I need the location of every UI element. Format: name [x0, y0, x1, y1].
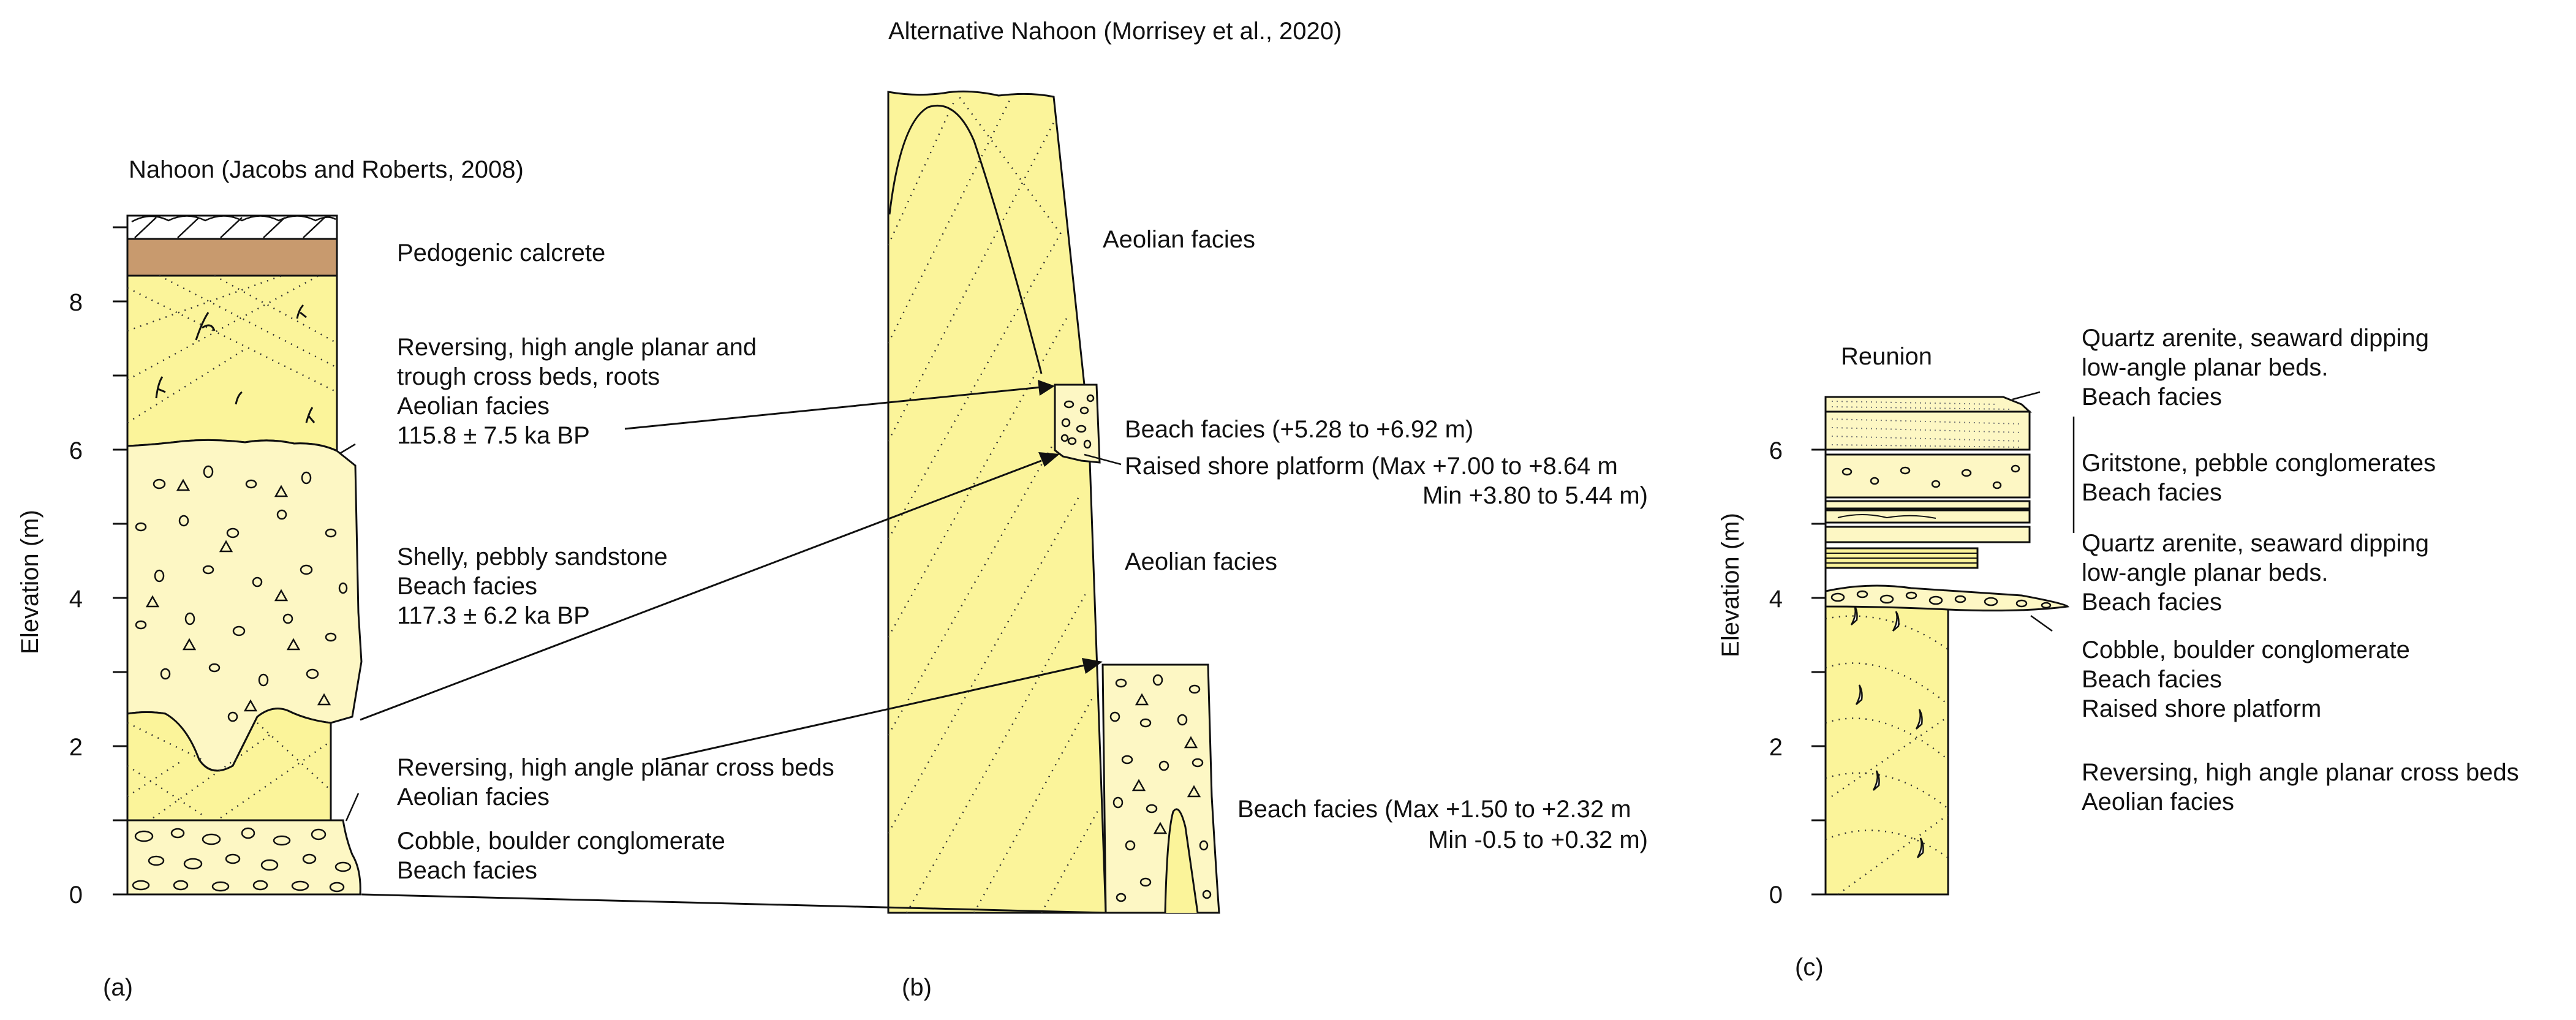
- panel-c-tick-2: 2: [1769, 734, 1783, 761]
- panel-a-leader-lines: [339, 443, 360, 822]
- reunion-qa-upper-unit: [1824, 410, 2031, 451]
- label-upper-3: Aeolian facies: [397, 393, 550, 420]
- panel-a-tick-2: 2: [69, 734, 83, 761]
- reunion-grit-pebbles: [1841, 464, 2020, 489]
- label-reunion-top-2: low-angle planar beds.: [2082, 354, 2328, 381]
- aeolian-bounding-surface: [888, 104, 1043, 374]
- panel-c: Reunion 0 2 4 6 Elevation (m): [1717, 325, 2519, 981]
- label-platform-2: Min +3.80 to 5.44 m): [1422, 482, 1648, 509]
- panel-c-axis-label: Elevation (m): [1717, 513, 1744, 657]
- conglomerate-unit: [126, 819, 361, 896]
- panel-a-tick-0: 0: [69, 882, 83, 909]
- shelly-pebbles: [135, 465, 348, 722]
- lower-beach-pebbles: [1109, 674, 1212, 902]
- panel-c-tick-6: 6: [1769, 437, 1783, 464]
- lower-beach-block: [1101, 663, 1220, 914]
- label-upper-2: trough cross beds, roots: [397, 363, 660, 390]
- label-reunion-top-1: Quartz arenite, seaward dipping: [2082, 325, 2429, 352]
- label-base-1: Cobble, boulder conglomerate: [397, 828, 725, 855]
- panel-a-y-axis: [113, 216, 129, 896]
- reunion-thin-bed-lamination: [1837, 514, 1936, 519]
- arrow-crossbeds-to-lower-beach: [661, 664, 1085, 761]
- label-reunion-top-3: Beach facies: [2082, 383, 2222, 410]
- panel-a-axis-label: Elevation (m): [17, 510, 43, 654]
- label-aeolian-mid: Aeolian facies: [1125, 548, 1277, 575]
- label-beach-lower-2: Min -0.5 to +0.32 m): [1428, 826, 1648, 853]
- panel-b-cross-beds: [888, 92, 1106, 913]
- reunion-aeolian-unit: [1824, 602, 1949, 896]
- label-lower-1: Reversing, high angle planar cross beds: [397, 754, 834, 781]
- panel-b-leader-lines: [1084, 453, 1122, 466]
- rhizolith-traces: [1850, 605, 1924, 858]
- label-reunion-cob-1: Cobble, boulder conglomerate: [2082, 637, 2410, 663]
- panel-b-label: (b): [902, 974, 932, 1001]
- label-reunion-qa2-3: Beach facies: [2082, 589, 2222, 616]
- label-upper-4: 115.8 ± 7.5 ka BP: [397, 422, 590, 449]
- label-mid-2: Beach facies: [397, 573, 537, 600]
- lower-beach-aeolian-wedge: [1164, 808, 1199, 913]
- panel-a: Nahoon (Jacobs and Roberts, 2008) 0 2 4 …: [17, 156, 834, 1001]
- reunion-gritstone-unit: [1824, 453, 2031, 499]
- panel-c-tick-0: 0: [1769, 882, 1783, 909]
- label-base-2: Beach facies: [397, 857, 537, 884]
- upper-beach-lens: [1054, 383, 1101, 464]
- panel-a-title: Nahoon (Jacobs and Roberts, 2008): [129, 156, 524, 183]
- panel-a-tick-6: 6: [69, 437, 83, 464]
- label-reunion-grit-1: Gritstone, pebble conglomerates: [2082, 450, 2436, 477]
- panel-b-title: Alternative Nahoon (Morrisey et al., 202…: [888, 18, 1342, 45]
- panel-c-brackets: [2012, 391, 2075, 632]
- upper-aeolian-unit: [126, 274, 338, 453]
- root-traces: [155, 304, 315, 423]
- calcrete-layer: [126, 238, 338, 277]
- label-beach-upper: Beach facies (+5.28 to +6.92 m): [1125, 416, 1473, 443]
- label-reunion-aeo-1: Reversing, high angle planar cross beds: [2082, 759, 2519, 786]
- label-mid-1: Shelly, pebbly sandstone: [397, 543, 668, 570]
- label-reunion-qa2-2: low-angle planar beds.: [2082, 559, 2328, 586]
- panel-a-tick-4: 4: [69, 586, 83, 613]
- label-aeolian-top: Aeolian facies: [1103, 226, 1255, 253]
- panel-a-label: (a): [103, 974, 133, 1001]
- label-beach-lower-1: Beach facies (Max +1.50 to +2.32 m: [1237, 796, 1631, 823]
- aeolian-column: [887, 90, 1107, 914]
- panel-c-tick-4: 4: [1769, 586, 1783, 613]
- reunion-qa-laminae: [1831, 401, 2022, 448]
- upper-beach-pebbles: [1060, 394, 1095, 449]
- reunion-thin-bed-1: [1824, 526, 2031, 543]
- panel-c-title: Reunion: [1841, 343, 1932, 370]
- label-platform-1: Raised shore platform (Max +7.00 to +8.6…: [1125, 453, 1618, 480]
- lower-aeolian-unit: [126, 708, 332, 822]
- label-reunion-aeo-2: Aeolian facies: [2082, 788, 2234, 815]
- panel-a-column: [126, 214, 363, 896]
- panel-c-label: (c): [1795, 954, 1824, 981]
- label-lower-2: Aeolian facies: [397, 784, 550, 810]
- panel-b: Alternative Nahoon (Morrisey et al., 202…: [887, 18, 1648, 1001]
- reunion-qa-lower-laminae: [1826, 553, 1977, 564]
- label-reunion-cob-2: Beach facies: [2082, 666, 2222, 693]
- reunion-cobbles: [1830, 590, 2052, 609]
- label-reunion-grit-2: Beach facies: [2082, 479, 2222, 506]
- label-reunion-cob-3: Raised shore platform: [2082, 695, 2321, 722]
- label-calcrete: Pedogenic calcrete: [397, 240, 605, 266]
- arrow-aeolian-to-beach: [624, 386, 1042, 430]
- panel-a-cross-beds: [127, 274, 338, 819]
- correlation-base-line: [361, 893, 1106, 914]
- label-upper-1: Reversing, high angle planar and: [397, 334, 757, 361]
- panel-c-y-axis: [1811, 404, 1827, 896]
- panel-a-tick-8: 8: [69, 289, 83, 316]
- arrow-heads: [1038, 380, 1103, 674]
- conglomerate-cobbles: [132, 827, 352, 893]
- label-reunion-qa2-1: Quartz arenite, seaward dipping: [2082, 530, 2429, 557]
- reunion-cobble-unit: [1824, 584, 2070, 612]
- reunion-thin-bed-3: [1824, 500, 2031, 510]
- label-mid-3: 117.3 ± 6.2 ka BP: [397, 602, 590, 629]
- correlation-arrows: [360, 386, 1106, 914]
- arrow-sandstone-to-platform: [360, 459, 1042, 721]
- panel-c-cross-beds: [1826, 615, 1949, 894]
